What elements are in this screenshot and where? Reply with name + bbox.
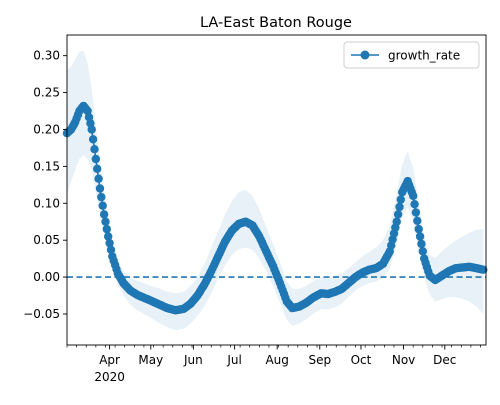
growth-rate-point (94, 174, 103, 183)
legend: growth_rate (343, 41, 480, 69)
growth-rate-point (90, 145, 99, 154)
growth-rate-point (410, 200, 419, 209)
y-tick-label: 0.00 (33, 270, 60, 284)
growth-rate-point (101, 217, 110, 226)
growth-rate-point (409, 191, 418, 201)
plot-frame (66, 34, 487, 346)
growth-rate-point (395, 202, 404, 212)
growth-rate-point (104, 232, 113, 241)
x-tick-label: Aug (265, 353, 288, 367)
x-tick-label: Oct (351, 353, 372, 367)
growth-rate-point (418, 247, 427, 256)
legend-box (343, 41, 480, 69)
growth-rate-point (393, 210, 403, 219)
growth-rate-point (102, 224, 112, 234)
series-points-layer (62, 101, 488, 315)
y-tick-label: 0.25 (33, 86, 60, 100)
growth-rate-point (95, 184, 105, 193)
growth-rate-point (106, 245, 116, 254)
axes-layer: −0.05 0.00 0.05 0.10 0.15 0.20 0.25 0.30 Apr 2020… (23, 34, 487, 384)
y-tick-label: 0.15 (33, 159, 60, 173)
confidence-band (67, 50, 484, 331)
growth-rate-point (93, 164, 102, 173)
y-tick-label: 0.05 (33, 233, 60, 247)
x-tick-year-label: 2020 (94, 370, 125, 384)
growth-rate-point (98, 201, 107, 210)
legend-marker-swatch (360, 50, 370, 60)
x-tick-label: Sep (308, 353, 331, 367)
x-tick-label: Jun (183, 353, 203, 367)
x-tick-label: Jul (226, 353, 241, 367)
growth-rate-point (414, 224, 423, 234)
growth-rate-point (411, 208, 421, 217)
chart-title: LA-East Baton Rouge (200, 15, 352, 31)
growth-rate-point (88, 135, 98, 144)
y-tick-label: −0.05 (23, 307, 60, 321)
y-tick-label: 0.10 (33, 196, 60, 210)
growth-rate-point (87, 125, 96, 134)
growth-rate-point (415, 232, 425, 241)
growth-rate-point (99, 210, 109, 219)
x-tick-label: Apr (99, 353, 120, 367)
y-tick-label: 0.20 (33, 122, 60, 136)
growth-rate-point (97, 192, 106, 202)
x-tick-label: Dec (433, 353, 456, 367)
growth-rate-point (479, 265, 488, 274)
confidence-band-layer (67, 50, 484, 331)
growth-rate-point (91, 154, 101, 164)
legend-label: growth_rate (388, 49, 460, 63)
growth-rate-point (105, 238, 114, 248)
growth-rate-point (417, 239, 426, 249)
growth-rate-point (392, 217, 401, 226)
y-tick-label: 0.30 (33, 49, 60, 63)
x-tick-label: May (138, 353, 163, 367)
growth-rate-point (396, 195, 405, 204)
growth-rate-point (413, 216, 422, 225)
x-tick-label: Nov (392, 353, 415, 367)
